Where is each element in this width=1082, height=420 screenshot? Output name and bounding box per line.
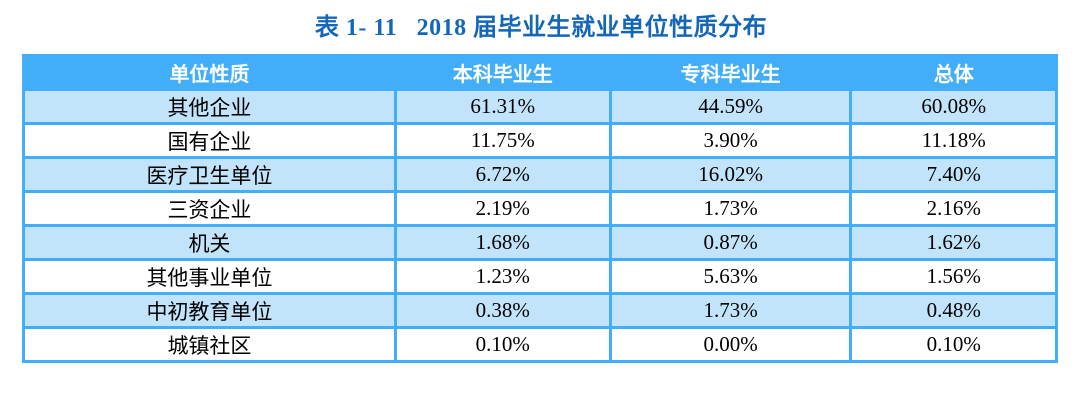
value-cell: 1.73% [608, 292, 853, 329]
value-cell: 44.59% [608, 88, 853, 125]
row-label-cell: 城镇社区 [22, 326, 397, 363]
table-row: 机关 1.68% 0.87% 1.62% [22, 224, 1058, 261]
value-cell: 7.40% [849, 156, 1058, 193]
column-header-3: 总体 [849, 54, 1058, 91]
table-row: 其他企业 61.31% 44.59% 60.08% [22, 88, 1058, 125]
value-cell: 5.63% [608, 258, 853, 295]
value-cell: 11.18% [849, 122, 1058, 159]
table-row: 城镇社区 0.10% 0.00% 0.10% [22, 326, 1058, 363]
table-container: 单位性质 本科毕业生 专科毕业生 总体 其他企业 61.31% 44.59% 60.08% 国… [22, 54, 1060, 363]
value-cell: 2.19% [393, 190, 612, 227]
value-cell: 61.31% [393, 88, 612, 125]
employment-unit-table: 单位性质 本科毕业生 专科毕业生 总体 其他企业 61.31% 44.59% 60.08% 国… [22, 54, 1058, 363]
value-cell: 60.08% [849, 88, 1058, 125]
table-title: 表 1- 11 2018 届毕业生就业单位性质分布 [314, 15, 768, 41]
value-cell: 6.72% [393, 156, 612, 193]
row-label-cell: 医疗卫生单位 [22, 156, 397, 193]
table-row: 国有企业 11.75% 3.90% 11.18% [22, 122, 1058, 159]
table-row: 中初教育单位 0.38% 1.73% 0.48% [22, 292, 1058, 329]
value-cell: 0.87% [608, 224, 853, 261]
value-cell: 1.68% [393, 224, 612, 261]
column-header-1: 本科毕业生 [393, 54, 612, 91]
row-label-cell: 中初教育单位 [22, 292, 397, 329]
row-label-cell: 机关 [22, 224, 397, 261]
row-label-cell: 三资企业 [22, 190, 397, 227]
value-cell: 0.38% [393, 292, 612, 329]
value-cell: 3.90% [608, 122, 853, 159]
value-cell: 0.48% [849, 292, 1058, 329]
row-label-cell: 其他企业 [22, 88, 397, 125]
column-header-2: 专科毕业生 [608, 54, 853, 91]
value-cell: 0.10% [393, 326, 612, 363]
table-body: 其他企业 61.31% 44.59% 60.08% 国有企业 11.75% 3.90% 11.… [22, 88, 1058, 363]
value-cell: 0.00% [608, 326, 853, 363]
column-header-0: 单位性质 [22, 54, 397, 91]
row-label-cell: 国有企业 [22, 122, 397, 159]
table-row: 其他事业单位 1.23% 5.63% 1.56% [22, 258, 1058, 295]
value-cell: 1.56% [849, 258, 1058, 295]
row-label-cell: 其他事业单位 [22, 258, 397, 295]
value-cell: 16.02% [608, 156, 853, 193]
value-cell: 1.73% [608, 190, 853, 227]
value-cell: 1.23% [393, 258, 612, 295]
table-row: 三资企业 2.19% 1.73% 2.16% [22, 190, 1058, 227]
value-cell: 11.75% [393, 122, 612, 159]
value-cell: 0.10% [849, 326, 1058, 363]
table-row: 医疗卫生单位 6.72% 16.02% 7.40% [22, 156, 1058, 193]
value-cell: 2.16% [849, 190, 1058, 227]
value-cell: 1.62% [849, 224, 1058, 261]
table-header-row: 单位性质 本科毕业生 专科毕业生 总体 [22, 54, 1058, 91]
